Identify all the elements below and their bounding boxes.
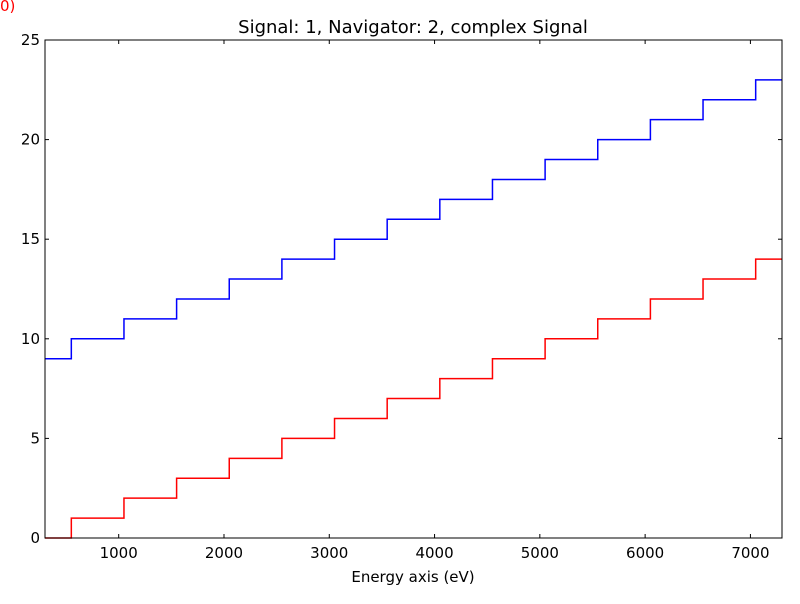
x-tick-label: 3000 xyxy=(310,544,348,562)
x-tick-label: 5000 xyxy=(521,544,559,562)
x-tick-label: 4000 xyxy=(415,544,453,562)
series-line-1 xyxy=(45,79,782,360)
y-tick-label: 20 xyxy=(21,131,40,149)
x-tick-label: 6000 xyxy=(626,544,664,562)
x-tick-label: 7000 xyxy=(731,544,769,562)
x-tick-label: 1000 xyxy=(100,544,138,562)
y-tick-label: 15 xyxy=(21,230,40,248)
tick-layer: 1000 2000 3000 4000 5000 6000 7000 0 5 10 15 20 25 xyxy=(21,31,782,562)
chart-title: Signal: 1, Navigator: 2, complex Signal xyxy=(238,17,588,38)
series-line-2 xyxy=(45,258,782,539)
x-axis-label: Energy axis (eV) xyxy=(351,568,474,586)
series-layer xyxy=(45,79,782,539)
corner-label: 0) xyxy=(0,0,16,15)
y-tick-label: 10 xyxy=(21,330,40,348)
y-tick-label: 25 xyxy=(21,31,40,49)
x-tick-label: 2000 xyxy=(205,544,243,562)
y-tick-label: 0 xyxy=(30,529,40,547)
y-tick-label: 5 xyxy=(30,429,40,447)
plot-frame xyxy=(44,39,783,539)
